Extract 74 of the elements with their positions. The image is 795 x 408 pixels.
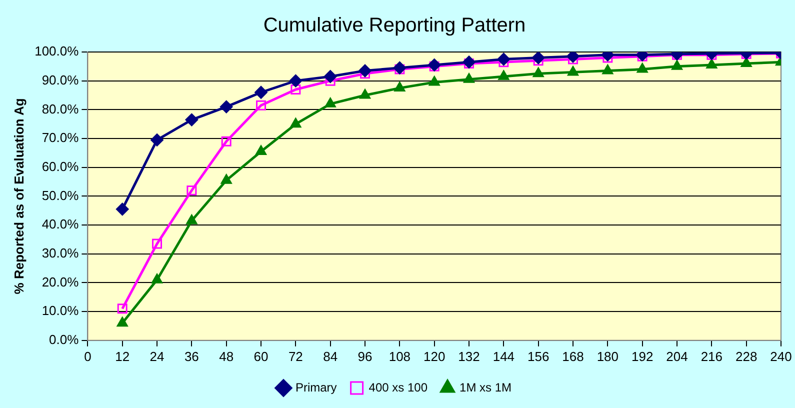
point [220, 174, 232, 184]
legend-label: Primary [295, 380, 337, 394]
y-tick-label: 10.0% [42, 303, 80, 318]
y-tick-label: 90.0% [42, 72, 80, 88]
point [324, 70, 337, 84]
point [150, 133, 164, 146]
x-tick-label: 24 [150, 348, 164, 364]
point [185, 113, 198, 126]
y-tick-label: 50.0% [42, 188, 80, 203]
point [220, 100, 233, 114]
y-axis-title: % Reported as of Evaluation Ag [11, 98, 26, 294]
point [256, 100, 266, 110]
x-tick-label: 228 [735, 348, 758, 364]
y-tick-label: 20.0% [42, 274, 80, 290]
x-tick-label: 192 [631, 348, 654, 364]
x-tick-label: 144 [492, 348, 515, 364]
x-tick-label: 120 [423, 348, 446, 364]
point [636, 62, 648, 73]
x-tick-label: 180 [596, 348, 619, 364]
x-tick-label: 216 [700, 348, 723, 364]
point [602, 64, 614, 74]
point [393, 61, 406, 74]
point [116, 316, 128, 327]
point [255, 145, 267, 155]
point [428, 76, 440, 86]
point [463, 72, 475, 83]
point [290, 84, 301, 94]
x-tick-label: 156 [527, 348, 550, 364]
x-tick-label: 132 [458, 348, 480, 364]
x-tick-label: 204 [666, 348, 688, 364]
x-tick-label: 96 [358, 348, 372, 364]
point [186, 185, 197, 196]
x-tick-label: 36 [184, 348, 199, 364]
point [394, 82, 406, 92]
point [289, 74, 302, 88]
point [532, 67, 544, 78]
y-tick-label: 80.0% [42, 101, 80, 116]
x-tick-label: 48 [219, 348, 234, 364]
point [359, 88, 371, 99]
point [497, 52, 510, 66]
y-tick-label: 100.0% [34, 44, 80, 59]
point [462, 56, 476, 69]
x-tick-label: 0 [84, 348, 92, 364]
point [706, 58, 718, 68]
point [358, 64, 372, 78]
point [567, 66, 579, 76]
point [116, 202, 129, 216]
x-tick-label: 108 [388, 348, 411, 364]
legend-label: 400 xs 100 [368, 380, 428, 394]
chart-title: Cumulative Reporting Pattern [263, 14, 526, 37]
point [428, 58, 441, 72]
point [254, 86, 268, 99]
point [324, 97, 336, 108]
point [671, 60, 683, 70]
point [152, 238, 162, 249]
legend-label: 1M xs 1M [460, 380, 512, 394]
x-tick-label: 12 [115, 348, 130, 364]
x-tick-label: 60 [254, 348, 268, 364]
point [117, 304, 128, 314]
x-tick-label: 168 [562, 348, 584, 364]
point [498, 70, 510, 80]
y-tick-label: 60.0% [42, 158, 80, 174]
x-tick-label: 84 [323, 348, 338, 364]
x-tick-label: 72 [288, 348, 303, 364]
point [290, 118, 302, 128]
point [221, 136, 232, 146]
y-tick-label: 0.0% [49, 332, 80, 347]
y-tick-label: 70.0% [42, 130, 80, 146]
point [532, 52, 545, 64]
point [186, 214, 198, 224]
x-tick-label: 240 [770, 348, 792, 364]
y-tick-label: 30.0% [42, 245, 80, 260]
y-tick-label: 40.0% [42, 216, 80, 232]
point [151, 273, 163, 284]
